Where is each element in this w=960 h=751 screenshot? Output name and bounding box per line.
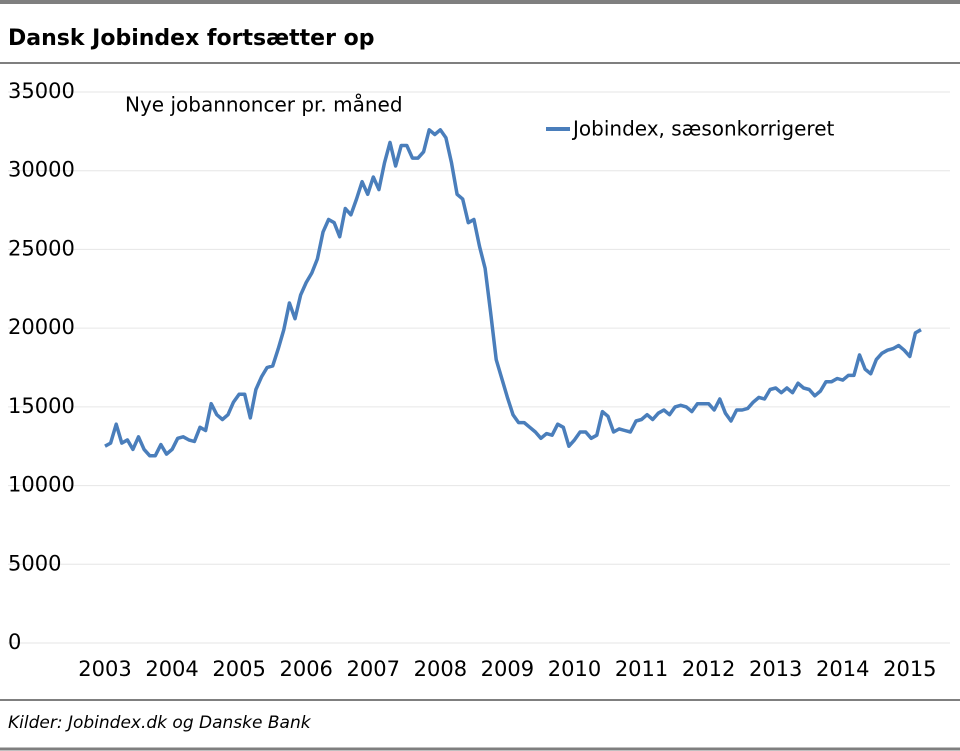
legend-label: Jobindex, sæsonkorrigeret [571,117,834,141]
x-tick-label: 2010 [548,657,601,681]
annotation: Nye jobannoncer pr. måned [125,93,403,117]
y-tick-label: 5000 [8,551,61,575]
x-tick-label: 2004 [145,657,198,681]
top-bar [0,0,960,4]
x-tick-label: 2005 [212,657,265,681]
y-tick-label: 0 [8,630,21,654]
chart-title: Dansk Jobindex fortsætter op [8,26,374,51]
x-tick-label: 2007 [347,657,400,681]
data-line [104,128,922,458]
x-tick-label: 2008 [414,657,467,681]
y-tick-label: 15000 [8,394,75,418]
x-tick-label: 2014 [816,657,869,681]
y-tick-label: 30000 [8,158,75,182]
source: Kilder: Jobindex.dk og Danske Bank [8,713,312,733]
y-tick-label: 35000 [8,79,75,103]
x-tick-label: 2003 [78,657,131,681]
x-tick-label: 2006 [279,657,332,681]
x-tick-label: 2009 [481,657,534,681]
y-tick-label: 20000 [8,315,75,339]
x-tick-label: 2013 [749,657,802,681]
y-tick-label: 25000 [8,236,75,260]
x-tick-label: 2012 [682,657,735,681]
x-tick-label: 2011 [615,657,668,681]
x-tick-label: 2015 [883,657,936,681]
y-tick-label: 10000 [8,473,75,497]
